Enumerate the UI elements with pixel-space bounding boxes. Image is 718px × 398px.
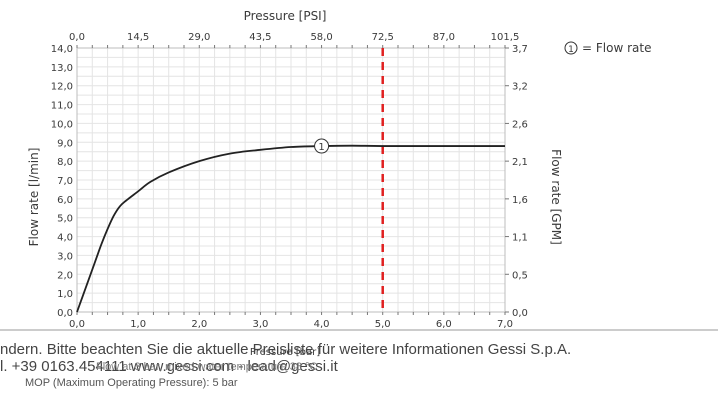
y-tick-label: 14,0	[51, 44, 73, 55]
footer-line-1: ndern. Bitte beachten Sie die aktuelle P…	[0, 341, 572, 358]
x-top-tick-label: 101,5	[491, 32, 520, 43]
legend-marker	[564, 41, 578, 55]
legend: 1 = Flow rate	[564, 41, 651, 55]
chart-title: Pressure [PSI]	[244, 9, 327, 23]
series-line-flow-rate	[76, 144, 505, 313]
y-tick-label: 10,0	[51, 119, 73, 130]
axes	[76, 45, 509, 315]
y-tick-label: 4,0	[57, 233, 73, 244]
footer-overlap-text: Flow at 3 bar, mixed water temperature 3…	[96, 361, 318, 373]
y-tick-label: 11,0	[51, 101, 73, 112]
x-top-tick-label: 14,5	[127, 32, 149, 43]
y-axis-label-right: Flow rate [GPM]	[549, 149, 563, 245]
x-top-tick-label: 58,0	[310, 32, 332, 43]
series-marker	[314, 138, 330, 154]
y-right-tick-label: 3,7	[512, 44, 528, 55]
y-right-tick-label: 1,1	[512, 233, 528, 244]
y-tick-label: 13,0	[51, 63, 73, 74]
x-tick-label: 3,0	[252, 319, 268, 330]
y-axis-label-left: Flow rate [l/min]	[27, 148, 41, 247]
series-marker-label: 1	[318, 142, 324, 153]
x-top-tick-label: 29,0	[188, 32, 210, 43]
x-tick-label: 5,0	[375, 319, 391, 330]
y-right-tick-label: 2,1	[512, 157, 528, 168]
y-tick-label: 5,0	[57, 214, 73, 225]
y-right-tick-label: 2,6	[512, 119, 528, 130]
y-tick-label: 9,0	[57, 138, 73, 149]
legend-marker-label: 1	[568, 45, 574, 55]
y-tick-label: 2,0	[57, 270, 73, 281]
grid	[76, 47, 506, 313]
y-right-tick-label: 0,0	[512, 308, 528, 319]
x-tick-label: 2,0	[191, 319, 207, 330]
x-tick-label: 4,0	[314, 319, 330, 330]
y-tick-label: 7,0	[57, 176, 73, 187]
x-top-tick-label: 43,5	[249, 32, 271, 43]
footer-line-3: MOP (Maximum Operating Pressure): 5 bar	[25, 377, 238, 389]
series-layer: 1	[76, 48, 505, 313]
x-axis-label: Pressure [bar]	[250, 347, 320, 358]
x-top-tick-label: 72,5	[372, 32, 394, 43]
y-right-tick-label: 0,5	[512, 270, 528, 281]
y-tick-label: 1,0	[57, 289, 73, 300]
y-tick-label: 6,0	[57, 195, 73, 206]
y-tick-label: 3,0	[57, 251, 73, 262]
x-tick-label: 1,0	[130, 319, 146, 330]
y-right-tick-label: 3,2	[512, 82, 528, 93]
footer-line-2: l. +39 0163.454111 www.gessi.com - lead@…	[0, 358, 338, 375]
x-top-tick-label: 87,0	[433, 32, 455, 43]
x-tick-label: 7,0	[497, 319, 513, 330]
y-tick-label: 12,0	[51, 82, 73, 93]
x-tick-label: 6,0	[436, 319, 452, 330]
legend-text: = Flow rate	[582, 41, 651, 55]
y-tick-label: 0,0	[57, 308, 73, 319]
y-tick-label: 8,0	[57, 157, 73, 168]
x-tick-label: 0,0	[69, 319, 85, 330]
tick-labels: 0,0 1,0 2,0 3,0 4,0 5,0 6,0 7,00,0 14,5 29,0 43,5 5…	[51, 32, 528, 330]
y-right-tick-label: 1,6	[512, 195, 528, 206]
x-top-tick-label: 0,0	[69, 32, 85, 43]
